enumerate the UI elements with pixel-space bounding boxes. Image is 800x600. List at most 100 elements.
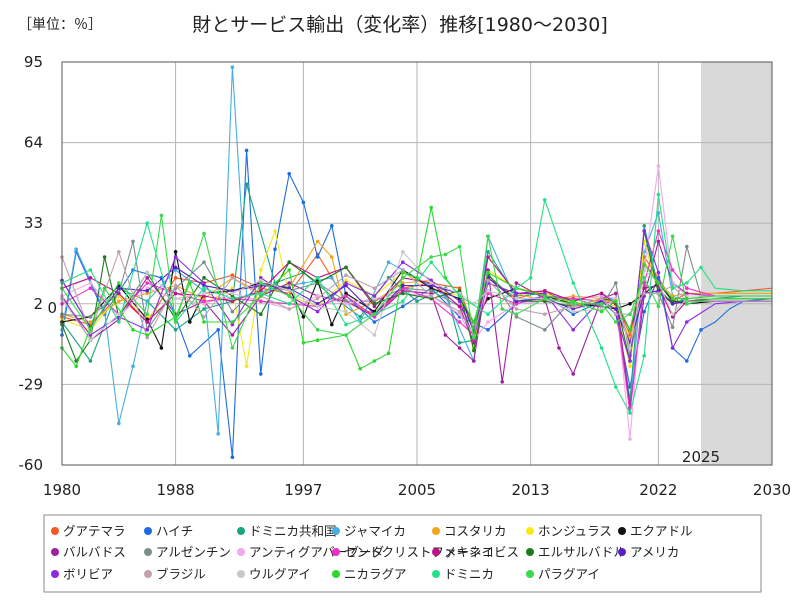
data-point: [173, 283, 178, 288]
data-point: [202, 307, 206, 311]
data-point: [287, 172, 292, 176]
y-tick-label: 95: [24, 53, 43, 71]
data-point: [486, 255, 490, 259]
data-point: [486, 268, 490, 272]
data-point: [145, 289, 149, 293]
legend-marker: [432, 527, 440, 535]
data-point: [145, 281, 149, 285]
data-point: [429, 291, 434, 296]
data-point: [202, 296, 206, 301]
data-point: [699, 328, 703, 332]
legend: グアテマラ ハイチ ドミニカ共和国 ジャマイカ コスタリカ ホンジュラス エクアドルバルバド…: [51, 524, 693, 582]
data-point: [614, 312, 618, 317]
data-point: [372, 302, 377, 306]
data-point: [173, 296, 178, 301]
data-point: [642, 291, 646, 296]
data-point: [117, 281, 121, 285]
data-point: [457, 286, 462, 291]
data-point: [571, 302, 575, 306]
data-point: [614, 307, 618, 311]
data-point: [457, 346, 462, 350]
data-point: [599, 307, 604, 311]
legend-label: バルバドス: [63, 545, 126, 560]
data-point: [486, 278, 490, 283]
data-point: [685, 286, 689, 291]
x-axis-ticks: 1980 1988 1997 2005 2013 2022 2030: [43, 481, 791, 499]
data-point: [230, 296, 235, 301]
data-point: [117, 291, 121, 296]
data-point: [642, 224, 646, 228]
x-tick-label: 2005: [398, 481, 436, 499]
data-point: [486, 270, 490, 275]
data-point: [315, 302, 320, 306]
data-point: [131, 364, 135, 369]
data-point: [599, 309, 604, 314]
data-point: [216, 432, 220, 436]
data-point: [145, 335, 149, 340]
data-point: [543, 291, 547, 296]
data-point: [599, 296, 604, 301]
data-point: [599, 302, 604, 306]
data-point: [315, 328, 320, 332]
legend-label: セントクリストファーネイビス: [344, 545, 519, 560]
data-point: [74, 247, 78, 251]
data-point: [500, 307, 505, 311]
legend-label: ウルグアイ: [249, 567, 311, 582]
data-point: [287, 268, 292, 272]
data-point: [117, 286, 121, 291]
data-point: [543, 289, 547, 293]
legend-marker: [618, 548, 626, 556]
legend-marker: [51, 548, 59, 556]
legend-marker: [332, 570, 340, 578]
x-tick-label: 1997: [284, 481, 322, 499]
data-point: [514, 286, 519, 291]
data-point: [344, 309, 348, 314]
data-point: [472, 348, 476, 353]
data-point: [273, 229, 277, 233]
data-point: [628, 328, 632, 332]
data-point: [315, 255, 320, 259]
data-point: [230, 65, 235, 69]
data-point: [145, 299, 149, 304]
series-19: [60, 213, 772, 350]
data-point: [514, 299, 519, 304]
data-point: [557, 346, 561, 350]
data-point: [401, 281, 405, 285]
data-point: [386, 351, 391, 356]
data-point: [173, 268, 178, 272]
data-point: [486, 320, 490, 324]
data-point: [543, 198, 547, 202]
data-point: [571, 296, 575, 301]
data-point: [145, 221, 149, 225]
data-point: [117, 299, 121, 304]
legend-marker: [237, 548, 245, 556]
data-point: [443, 333, 448, 337]
data-point: [685, 320, 689, 324]
data-point: [145, 270, 149, 275]
legend-marker: [526, 527, 534, 535]
data-point: [301, 281, 306, 285]
data-point: [372, 304, 377, 309]
data-point: [344, 273, 348, 278]
legend-marker: [332, 548, 340, 556]
data-point: [145, 286, 149, 291]
legend-label: ドミニカ共和国: [249, 524, 337, 539]
data-point: [230, 346, 235, 350]
data-point: [315, 304, 320, 309]
data-point: [472, 359, 476, 363]
data-point: [173, 255, 178, 259]
data-point: [202, 291, 206, 296]
data-point: [429, 281, 434, 285]
data-point: [486, 328, 490, 332]
data-point: [202, 260, 206, 265]
data-point: [145, 291, 149, 296]
data-point: [571, 328, 575, 332]
data-point: [500, 380, 505, 384]
data-point: [74, 359, 78, 363]
data-point: [344, 265, 348, 270]
data-point: [259, 286, 263, 291]
data-point: [372, 359, 377, 363]
data-point: [457, 294, 462, 298]
data-point: [543, 328, 547, 332]
data-point: [230, 286, 235, 291]
